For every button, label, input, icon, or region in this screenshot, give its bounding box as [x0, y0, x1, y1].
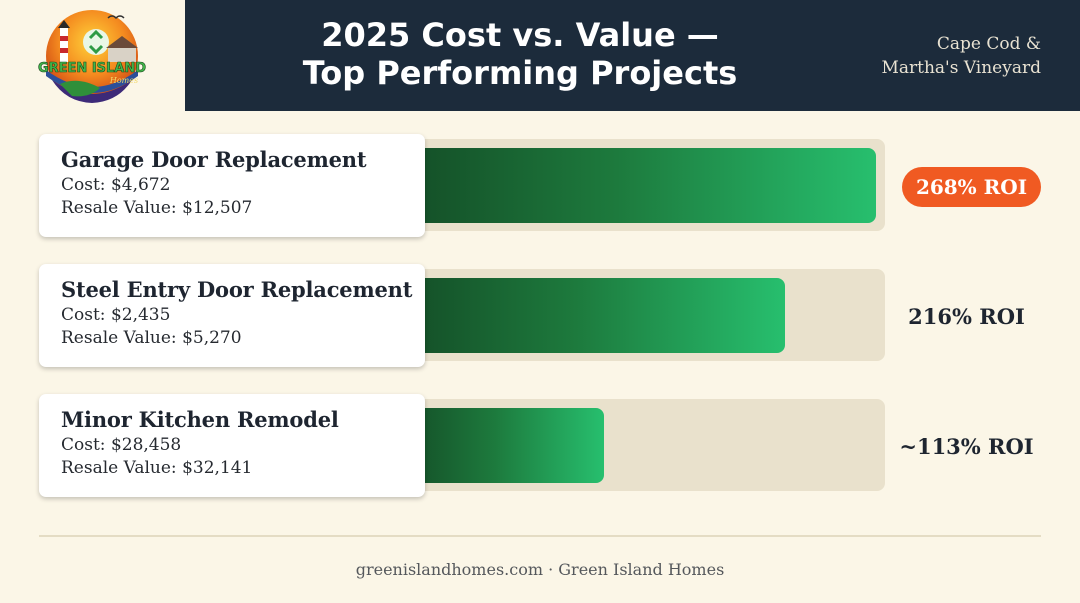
page-title-line-2: Top Performing Projects — [302, 54, 738, 92]
brand-logo: GREEN ISLAND Homes — [0, 0, 185, 111]
project-resale: Resale Value: $5,270 — [61, 327, 425, 350]
cost-prefix: Cost: — [61, 175, 111, 195]
roi-label: ~113% ROI — [899, 434, 1034, 459]
cost-prefix: Cost: — [61, 435, 111, 455]
project-row: Steel Entry Door Replacement Cost: $2,43… — [0, 264, 1080, 368]
project-cost: Cost: $28,458 — [61, 434, 425, 457]
project-name: Garage Door Replacement — [61, 147, 367, 172]
region-label: Cape Cod & Martha's Vineyard — [881, 32, 1041, 80]
logo-emblem-icon: GREEN ISLAND Homes — [38, 10, 147, 103]
resale-prefix: Resale Value: — [61, 198, 183, 218]
cost-prefix: Cost: — [61, 305, 111, 325]
resale-prefix: Resale Value: — [61, 328, 183, 348]
roi-label: 216% ROI — [908, 304, 1025, 329]
resale-prefix: Resale Value: — [61, 458, 183, 478]
logo-sub-wordmark: Homes — [109, 76, 138, 85]
project-resale: Resale Value: $12,507 — [61, 197, 425, 220]
region-line-1: Cape Cod & — [936, 34, 1041, 54]
project-name: Steel Entry Door Replacement — [61, 277, 413, 302]
footer-divider — [39, 535, 1041, 537]
resale-value: $32,141 — [182, 458, 253, 478]
project-cost: Cost: $2,435 — [61, 304, 425, 327]
project-resale: Resale Value: $32,141 — [61, 457, 425, 480]
project-name: Minor Kitchen Remodel — [61, 407, 339, 432]
page-title-line-1: 2025 Cost vs. Value — — [321, 16, 719, 54]
cost-value: $2,435 — [110, 305, 171, 325]
header-banner: 2025 Cost vs. Value — Top Performing Pro… — [185, 0, 1080, 111]
resale-value: $12,507 — [182, 198, 253, 218]
page-title: 2025 Cost vs. Value — Top Performing Pro… — [245, 16, 795, 92]
roi-bar — [405, 408, 604, 483]
project-cost: Cost: $4,672 — [61, 174, 425, 197]
cost-value: $4,672 — [110, 175, 171, 195]
project-row: Garage Door Replacement Cost: $4,672 Res… — [0, 134, 1080, 238]
project-card: Steel Entry Door Replacement Cost: $2,43… — [39, 264, 425, 367]
resale-value: $5,270 — [182, 328, 242, 348]
roi-bar — [405, 148, 876, 223]
project-card: Garage Door Replacement Cost: $4,672 Res… — [39, 134, 425, 237]
cost-value: $28,458 — [110, 435, 182, 455]
roi-bar — [405, 278, 785, 353]
logo-wordmark: GREEN ISLAND — [38, 61, 146, 76]
region-line-2: Martha's Vineyard — [881, 58, 1041, 78]
project-card: Minor Kitchen Remodel Cost: $28,458 Resa… — [39, 394, 425, 497]
project-row: Minor Kitchen Remodel Cost: $28,458 Resa… — [0, 394, 1080, 498]
roi-label-highlight: 268% ROI — [902, 167, 1041, 207]
footer-credit: greenislandhomes.com · Green Island Home… — [355, 560, 725, 579]
